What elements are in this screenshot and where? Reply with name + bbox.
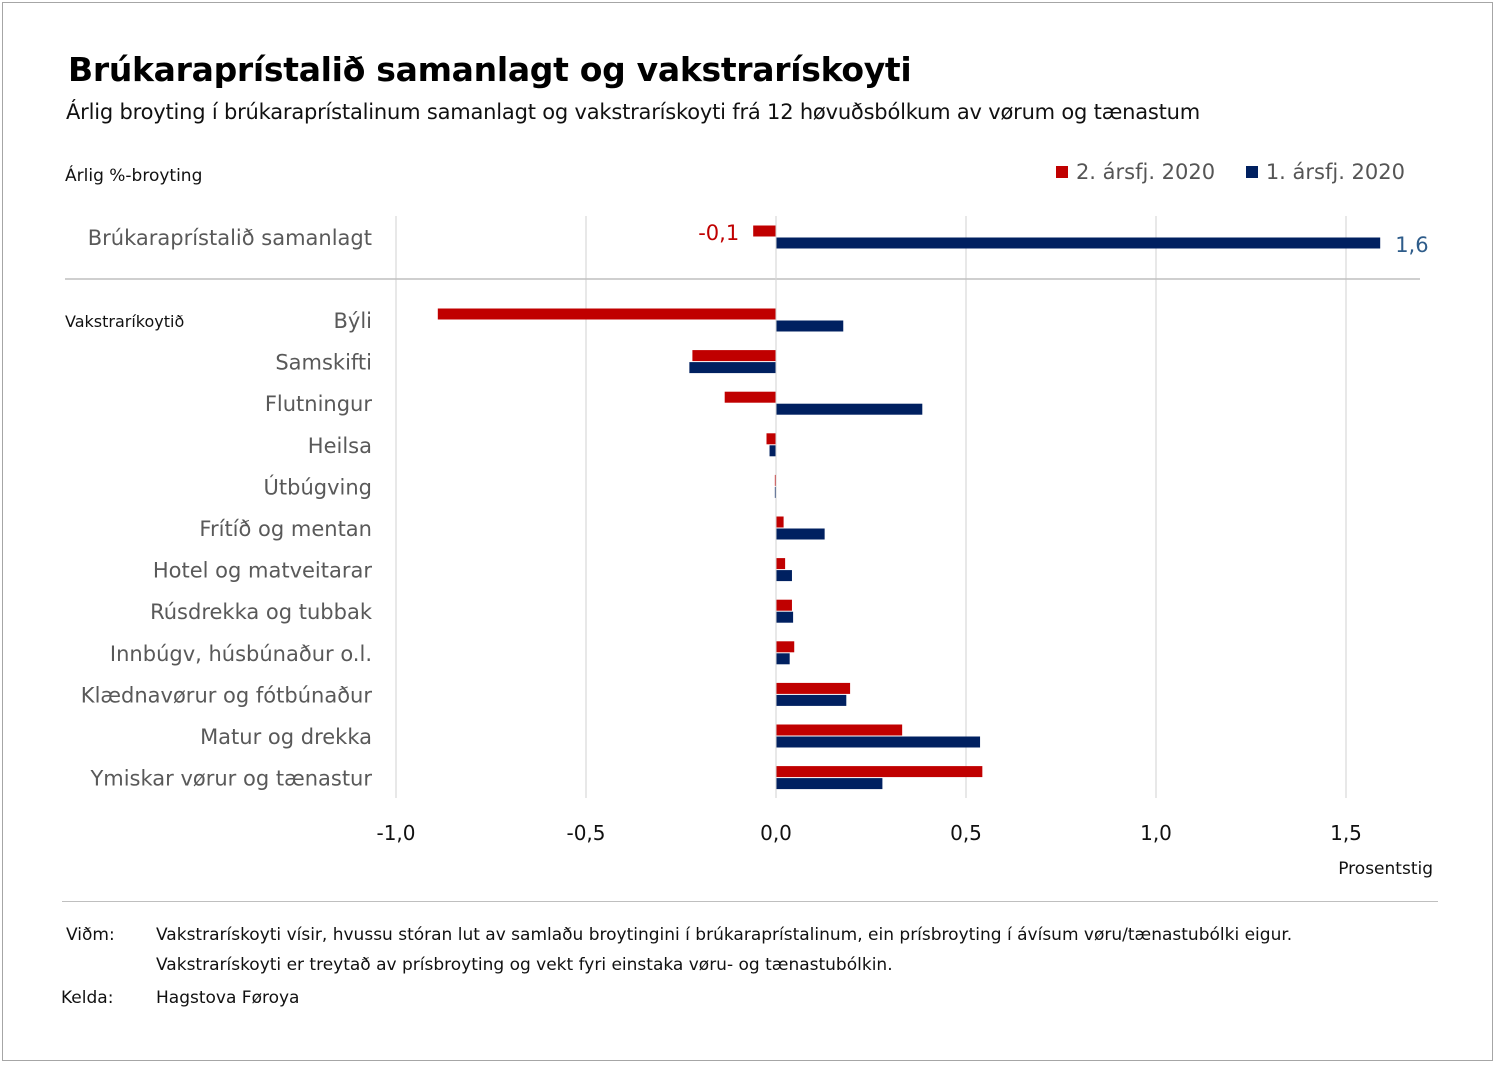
group-label: Vakstraríkoytið (65, 312, 184, 331)
category-label: Frítíð og mentan (199, 517, 372, 541)
bar (776, 570, 792, 582)
category-label: Heilsa (308, 434, 372, 458)
bar (776, 736, 981, 748)
source-key: Kelda: (61, 988, 114, 1008)
bar (774, 474, 776, 486)
bar (776, 611, 794, 623)
source-value: Hagstova Føroya (156, 988, 300, 1008)
bar (689, 362, 776, 374)
bar (774, 486, 776, 498)
bar (776, 237, 1381, 249)
category-label: Brúkaraprístalið samanlagt (88, 226, 372, 250)
legend-swatch-q1 (1245, 166, 1258, 178)
bar (776, 682, 851, 694)
x-tick-label: -1,0 (376, 821, 415, 845)
category-label: Ymiskar vørur og tænastur (89, 767, 372, 791)
legend-item-q1: 1. ársfj. 2020 (1245, 160, 1405, 184)
bar (769, 445, 776, 457)
data-label: 1,6 (1395, 233, 1428, 257)
category-label: Býli (333, 309, 372, 333)
category-label: Hotel og matveitarar (153, 559, 373, 583)
bar (692, 350, 776, 362)
note-line-1: Vakstrarískoyti vísir, hvussu stóran lut… (156, 925, 1293, 945)
legend-item-q2: 2. ársfj. 2020 (1055, 160, 1216, 184)
y-axis-unit-label: Árlig %-broyting (65, 166, 203, 186)
note-key: Viðm: (66, 925, 115, 945)
x-tick-label: -0,5 (566, 821, 605, 845)
bar (776, 403, 923, 415)
bar (776, 558, 786, 570)
x-axis-title: Prosentstig (1338, 859, 1433, 879)
bar (724, 391, 776, 403)
x-tick-label: 0,0 (760, 821, 792, 845)
bar (776, 320, 844, 332)
category-label: Innbúgv, húsbúnaður o.l. (110, 642, 372, 666)
bar (437, 308, 776, 320)
legend-swatch-q2 (1055, 166, 1068, 178)
bar (776, 516, 784, 528)
category-label: Samskifti (275, 351, 372, 375)
bar (753, 225, 776, 237)
category-label: Flutningur (265, 392, 373, 416)
bar (776, 599, 792, 611)
bar (776, 766, 983, 778)
x-tick-label: 1,0 (1140, 821, 1172, 845)
data-label: -0,1 (698, 221, 739, 245)
bar (776, 528, 825, 540)
bar (766, 433, 776, 445)
category-label: Matur og drekka (200, 725, 372, 749)
category-label: Útbúgving (264, 474, 372, 499)
category-label: Klædnavørur og fótbúnaður (81, 683, 373, 707)
legend-label-q1: 1. ársfj. 2020 (1265, 160, 1405, 184)
x-tick-label: 0,5 (950, 821, 982, 845)
x-tick-label: 1,5 (1330, 821, 1362, 845)
bar (776, 653, 790, 665)
chart-title: Brúkaraprístalið samanlagt og vakstrarís… (68, 50, 912, 89)
legend-label-q2: 2. ársfj. 2020 (1075, 160, 1216, 184)
category-label: Rúsdrekka og tubbak (150, 600, 373, 624)
note-line-2: Vakstrarískoyti er treytað av prísbroyti… (156, 955, 893, 975)
bar (776, 778, 883, 790)
bar (776, 724, 903, 736)
chart-subtitle: Árlig broyting í brúkaraprístalinum sama… (66, 100, 1201, 124)
notes-divider (62, 901, 1438, 902)
bar (776, 694, 847, 706)
bar (776, 641, 795, 653)
legend: 2. ársfj. 2020 1. ársfj. 2020 (1032, 160, 1405, 184)
